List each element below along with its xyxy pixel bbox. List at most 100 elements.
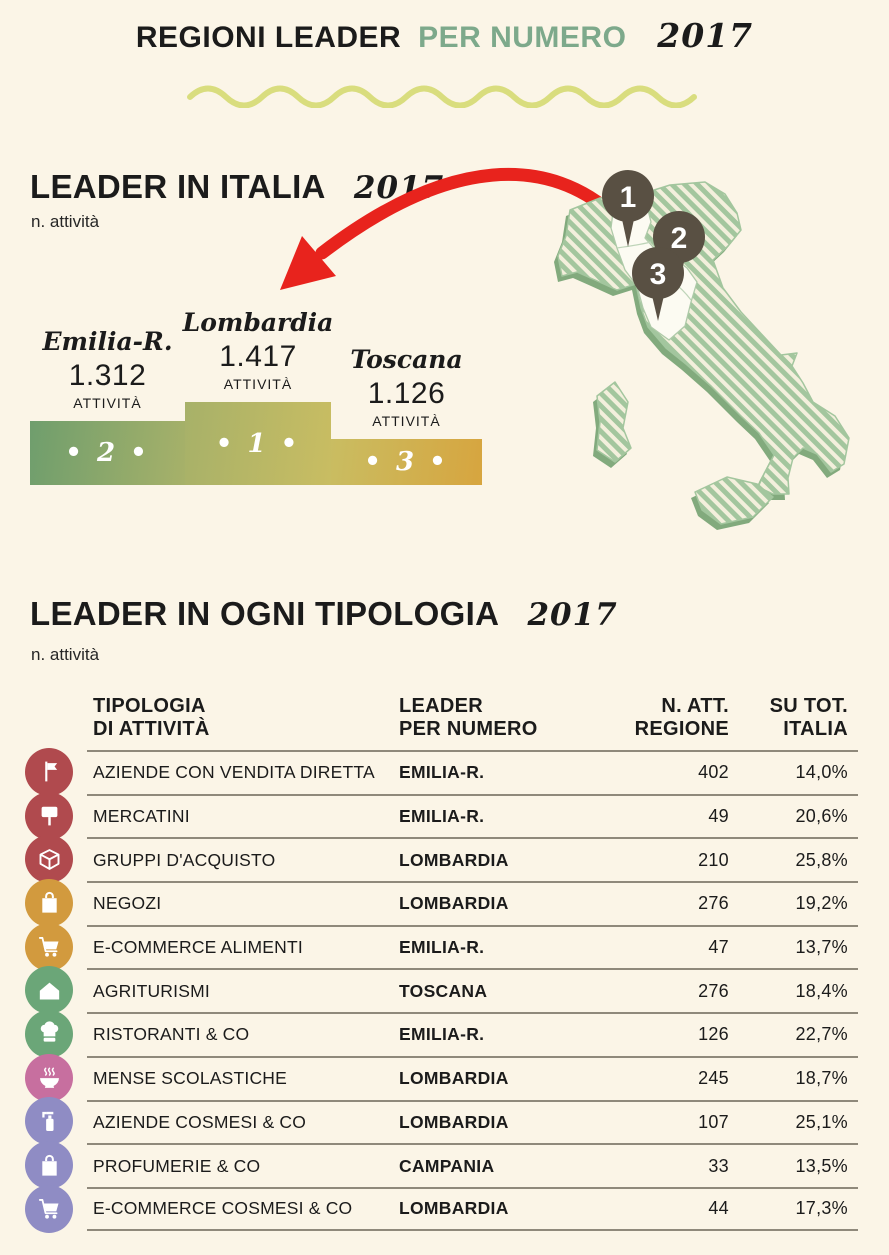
section2-year: 2017 [527,597,618,633]
podium-rank-label: • 3 • [364,447,449,477]
row-natt: 276 [698,980,729,1001]
row-natt: 107 [698,1111,729,1132]
row-category: E-COMMERCE COSMESI & CO [93,1198,353,1219]
col-header-leader: LEADER PER NUMERO [399,695,538,740]
row-leader: EMILIA-R. [399,937,485,958]
signboard-icon [25,791,73,840]
flag-icon [25,747,73,796]
row-category: MENSE SCOLASTICHE [93,1068,287,1089]
table-row: NEGOZI LOMBARDIA 276 19,2% [25,878,858,927]
chef-hat-icon [25,1009,73,1058]
row-category: AZIENDE COSMESI & CO [93,1111,307,1132]
row-natt: 276 [698,893,729,914]
row-pct: 18,7% [795,1068,848,1089]
table-row: RISTORANTI & CO EMILIA-R. 126 22,7% [25,1009,858,1058]
row-natt: 49 [708,806,729,827]
podium-rank-label: • 2 • [65,438,150,468]
row-pct: 18,4% [795,980,848,1001]
page-title-black: REGIONI LEADER [135,21,402,54]
page-title-green: PER NUMERO [418,21,627,54]
italy-map: 1 2 3 [554,170,850,530]
row-category: MERCATINI [93,806,190,827]
row-category: PROFUMERIE & CO [93,1155,261,1176]
section2-subtitle: n. attività [31,645,100,664]
podium-region-name: Emilia-R. [42,327,173,356]
row-natt: 210 [698,849,729,870]
podium-bar-rank3: • 3 • [331,439,482,485]
map-pin-3: 3 [632,247,684,321]
row-leader: LOMBARDIA [399,1198,509,1219]
table-row: E-COMMERCE ALIMENTI EMILIA-R. 47 13,7% [25,922,858,971]
col-header-tipologia: TIPOLOGIA DI ATTIVITÀ [93,695,210,740]
row-pct: 13,5% [795,1155,848,1176]
col-header-sutot: SU TOT. ITALIA [769,695,848,740]
row-category: AGRITURISMI [93,980,210,1001]
farmhouse-icon [25,966,73,1015]
table-row: E-COMMERCE COSMESI & CO LOMBARDIA 44 17,… [25,1184,858,1233]
row-natt: 402 [698,762,729,783]
row-pct: 22,7% [795,1024,848,1045]
table-header-row: TIPOLOGIA DI ATTIVITÀ LEADER PER NUMERO … [25,675,858,750]
row-category: GRUPPI D'ACQUISTO [93,849,276,870]
row-leader: EMILIA-R. [399,806,485,827]
podium-unit: ATTIVITÀ [372,413,441,429]
row-natt: 33 [708,1155,729,1176]
map-pin-1: 1 [602,170,654,247]
col-header-natt: N. ATT. REGIONE [634,695,729,740]
table-row: PROFUMERIE & CO CAMPANIA 33 13,5% [25,1141,858,1190]
table-row: MENSE SCOLASTICHE LOMBARDIA 245 18,7% [25,1053,858,1102]
podium-chart: Emilia-R. 1.312 ATTIVITÀ • 2 • Lombardia… [30,295,482,485]
table-row: MERCATINI EMILIA-R. 49 20,6% [25,791,858,840]
row-category: RISTORANTI & CO [93,1024,250,1045]
shopping-cart-icon [25,1184,73,1233]
map-pin-2-number: 2 [671,222,688,255]
table-row: AZIENDE COSMESI & CO LOMBARDIA 107 25,1% [25,1097,858,1146]
podium-region-name: Lombardia [182,308,334,337]
map-pin-1-number: 1 [620,181,637,214]
section1-subtitle: n. attività [31,212,100,231]
row-natt: 245 [698,1068,729,1089]
row-pct: 25,8% [795,849,848,870]
row-leader: LOMBARDIA [399,893,509,914]
table-header-icon-spacer [25,675,87,750]
soup-bowl-icon [25,1053,73,1102]
podium-rank-label: • 1 • [215,428,301,459]
podium-step-toscana: Toscana 1.126 ATTIVITÀ • 3 • [331,345,482,485]
row-pct: 25,1% [795,1111,848,1132]
section2-title: LEADER IN OGNI TIPOLOGIA 2017 [30,595,618,633]
wavy-divider-icon [186,85,697,108]
podium-value: 1.126 [367,377,446,410]
table-row: AZIENDE CON VENDITA DIRETTA EMILIA-R. 40… [25,747,858,796]
row-leader: LOMBARDIA [399,1068,509,1089]
section2-title-text: LEADER IN OGNI TIPOLOGIA [30,595,498,632]
row-natt: 47 [708,937,729,958]
row-pct: 19,2% [795,893,848,914]
row-pct: 20,6% [795,806,848,827]
map-pins: 1 2 3 [602,170,705,321]
row-pct: 17,3% [795,1198,848,1219]
podium-step-lombardia: Lombardia 1.417 ATTIVITÀ • 1 • [182,308,334,485]
row-leader: EMILIA-R. [399,1024,485,1045]
podium-bar-rank1: • 1 • [185,402,331,485]
row-category: E-COMMERCE ALIMENTI [93,937,303,958]
row-pct: 14,0% [795,762,848,783]
page-title: REGIONI LEADER PER NUMERO 2017 [0,16,889,55]
podium-unit: ATTIVITÀ [223,376,293,392]
row-leader: CAMPANIA [399,1155,495,1176]
row-category: AZIENDE CON VENDITA DIRETTA [93,762,375,783]
row-natt: 126 [698,1024,729,1045]
shopping-cart-icon [25,922,73,971]
podium-unit: ATTIVITÀ [73,395,142,411]
podium-region-name: Toscana [350,345,463,374]
page-title-year: 2017 [657,16,754,55]
row-category: NEGOZI [93,893,162,914]
podium-bar-rank2: • 2 • [30,421,185,485]
row-pct: 13,7% [795,937,848,958]
shopping-bag-icon [25,1141,73,1190]
table-row: GRUPPI D'ACQUISTO LOMBARDIA 210 25,8% [25,835,858,884]
red-arrow-icon [280,168,624,290]
row-leader: TOSCANA [399,980,488,1001]
pump-bottle-icon [25,1097,73,1146]
table-row: AGRITURISMI TOSCANA 276 18,4% [25,966,858,1015]
